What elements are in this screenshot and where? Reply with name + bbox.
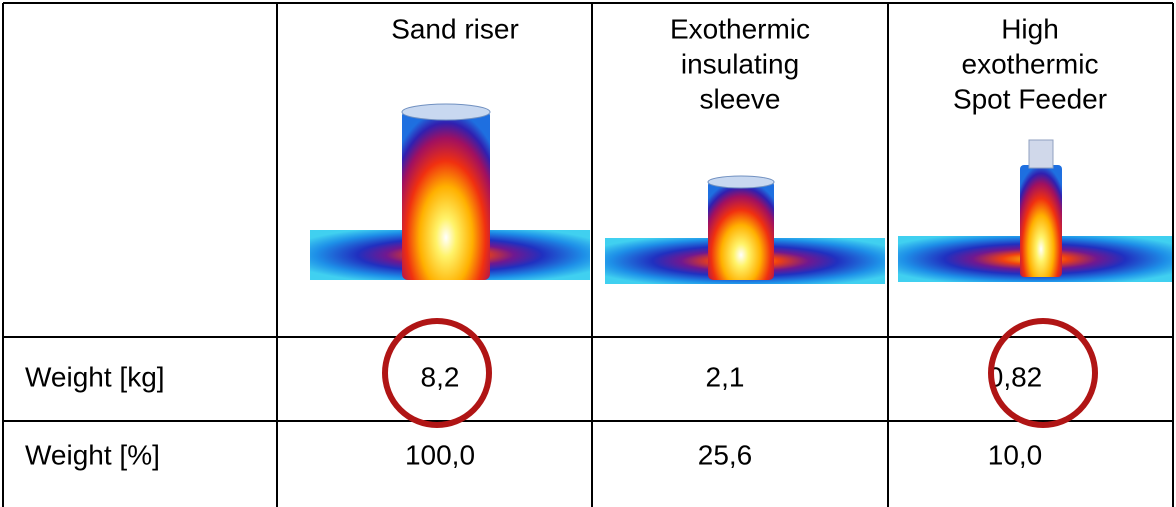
column-header: insulating [681,48,799,79]
column-header: High [1001,13,1059,44]
column-header: exothermic [962,48,1099,79]
column-header: Spot Feeder [953,83,1107,114]
cell-value: 8,2 [421,361,460,392]
cell-value: 10,0 [988,439,1043,470]
table: Sand riser Exothermic insulating sleeve High… [0,0,1176,507]
simulation-images [310,104,1172,284]
cell-value: 25,6 [698,439,753,470]
cell-value: 100,0 [405,439,475,470]
cell-value: 2,1 [706,361,745,392]
row-label: Weight [kg] [25,361,165,392]
column-header: sleeve [700,83,781,114]
column-header: Sand riser [391,13,519,44]
row-label: Weight [%] [25,439,160,470]
column-header: Exothermic [670,13,810,44]
